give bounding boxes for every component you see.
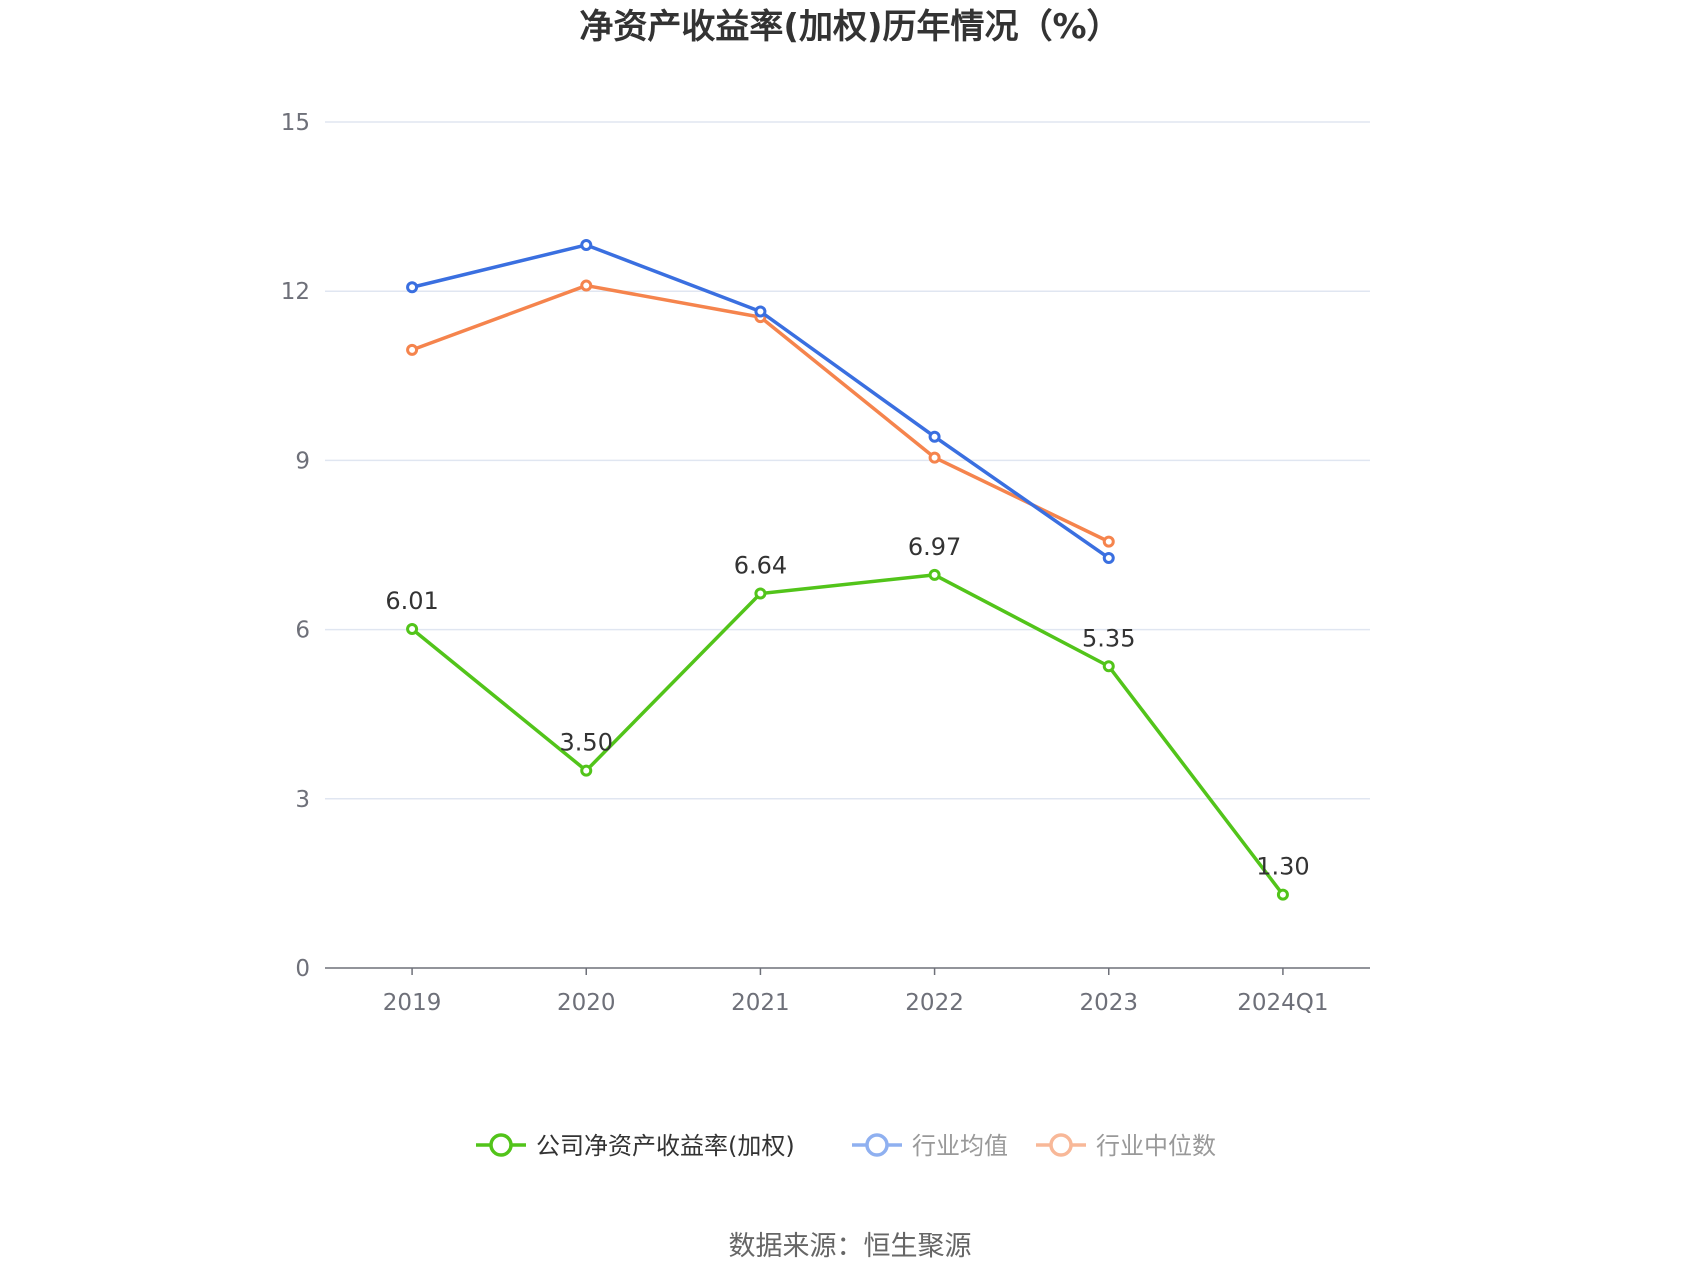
data-point[interactable] (406, 623, 419, 636)
x-axis: 2019 2020 2021 2022 2023 2024Q1 (325, 967, 1370, 1016)
data-point[interactable] (1102, 551, 1115, 564)
y-tick-label: 3 (295, 787, 310, 813)
legend-circle-icon (1049, 1133, 1073, 1157)
data-point[interactable] (406, 343, 419, 356)
data-point[interactable] (1102, 535, 1115, 548)
x-tick-label: 2023 (1079, 990, 1138, 1016)
legend-label: 行业均值 (912, 1132, 1008, 1160)
x-tick-label: 2019 (383, 990, 442, 1016)
legend[interactable]: 公司净资产收益率(加权) 行业均值 行业中位数 (476, 1132, 1216, 1160)
data-point[interactable] (754, 305, 767, 318)
data-point[interactable] (1102, 660, 1115, 673)
y-tick-label: 15 (281, 110, 310, 136)
chart-title: 净资产收益率(加权)历年情况（%） (579, 7, 1120, 47)
legend-circle-icon (865, 1133, 889, 1157)
y-axis: 0 3 6 9 12 15 (281, 110, 310, 982)
data-point[interactable] (754, 587, 767, 600)
data-label: 6.64 (734, 552, 787, 580)
series-line (410, 573, 1285, 896)
x-tick-label: 2021 (731, 990, 790, 1016)
data-label: 6.97 (908, 533, 961, 561)
data-point[interactable] (928, 430, 941, 443)
data-point[interactable] (928, 451, 941, 464)
y-tick-label: 0 (295, 956, 310, 982)
legend-item[interactable]: 行业中位数 (1036, 1132, 1216, 1160)
legend-item[interactable]: 公司净资产收益率(加权) (476, 1132, 795, 1160)
data-labels: 6.01 3.50 6.64 6.97 5.35 1.30 (385, 533, 1309, 881)
data-point[interactable] (580, 764, 593, 777)
y-tick-label: 12 (281, 279, 310, 305)
grid-lines (325, 121, 1370, 800)
legend-item[interactable]: 行业均值 (852, 1132, 1008, 1160)
legend-circle-icon (489, 1133, 513, 1157)
y-tick-label: 9 (295, 448, 310, 474)
data-point[interactable] (928, 568, 941, 581)
legend-label: 公司净资产收益率(加权) (536, 1132, 795, 1160)
x-tick-label: 2024Q1 (1237, 990, 1328, 1016)
legend-label: 行业中位数 (1096, 1132, 1216, 1160)
data-point[interactable] (406, 281, 419, 294)
data-label: 5.35 (1082, 624, 1135, 652)
data-source-note: 数据来源：恒生聚源 (729, 1231, 972, 1262)
data-label: 6.01 (385, 587, 438, 615)
x-tick-label: 2022 (905, 990, 964, 1016)
data-point[interactable] (580, 238, 593, 251)
series-group (406, 238, 1289, 901)
data-label: 1.30 (1256, 853, 1309, 881)
x-tick-label: 2020 (557, 990, 616, 1016)
data-label: 3.50 (560, 729, 613, 757)
data-point[interactable] (1276, 888, 1289, 901)
y-tick-label: 6 (295, 618, 310, 644)
series-line (411, 283, 1110, 544)
data-point[interactable] (580, 279, 593, 292)
